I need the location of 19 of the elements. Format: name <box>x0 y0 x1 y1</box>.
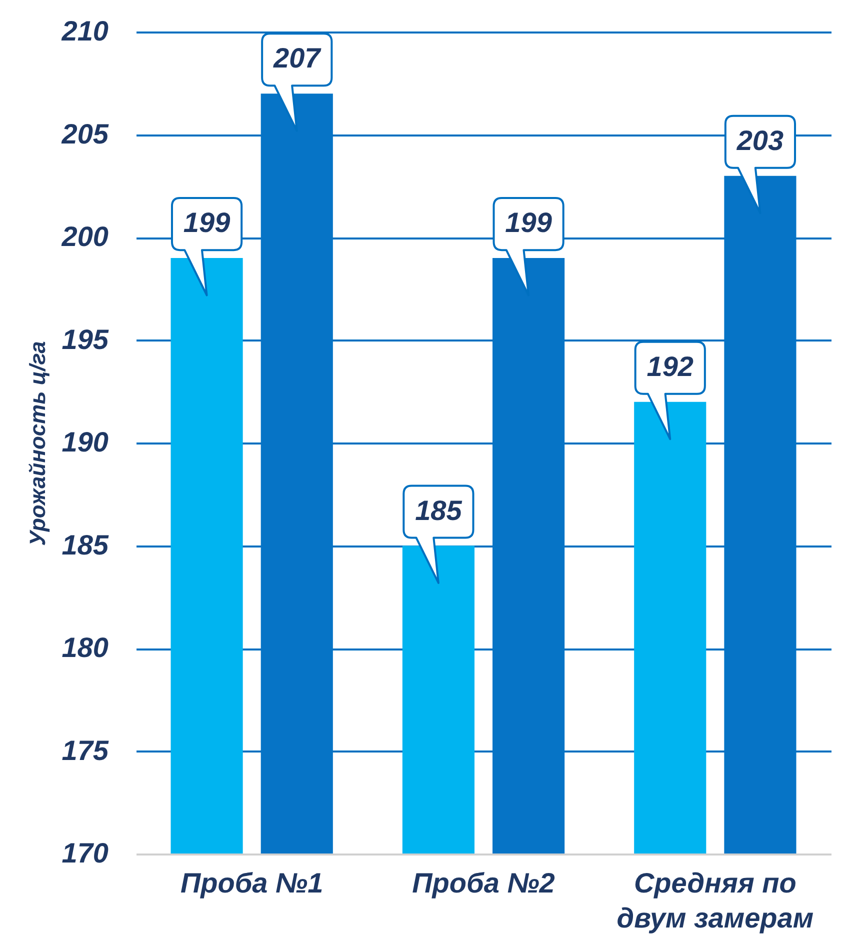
y-tick-label: 170 <box>62 838 109 868</box>
y-tick-label: 210 <box>60 16 109 46</box>
y-tick-label: 190 <box>62 426 109 458</box>
y-tick-label: 180 <box>62 632 109 663</box>
data-label: 192 <box>646 350 694 382</box>
y-tick-label: 175 <box>62 734 109 766</box>
data-label: 185 <box>415 494 462 526</box>
y-tick-label: 195 <box>62 324 109 355</box>
data-label: 199 <box>505 207 552 238</box>
x-tick-label: Средняя по двум замерам <box>616 868 814 934</box>
data-label: 207 <box>272 42 322 74</box>
x-tick-label: Проба №2 <box>412 868 556 898</box>
data-label: 203 <box>736 124 784 156</box>
data-label: 199 <box>183 207 231 238</box>
y-tick-label: 205 <box>60 118 109 150</box>
y-tick-label: 185 <box>62 529 109 560</box>
y-axis-title: Урожайность ц/га <box>24 341 50 546</box>
x-tick-label: Проба №1 <box>180 868 324 898</box>
y-tick-label: 200 <box>60 221 109 252</box>
